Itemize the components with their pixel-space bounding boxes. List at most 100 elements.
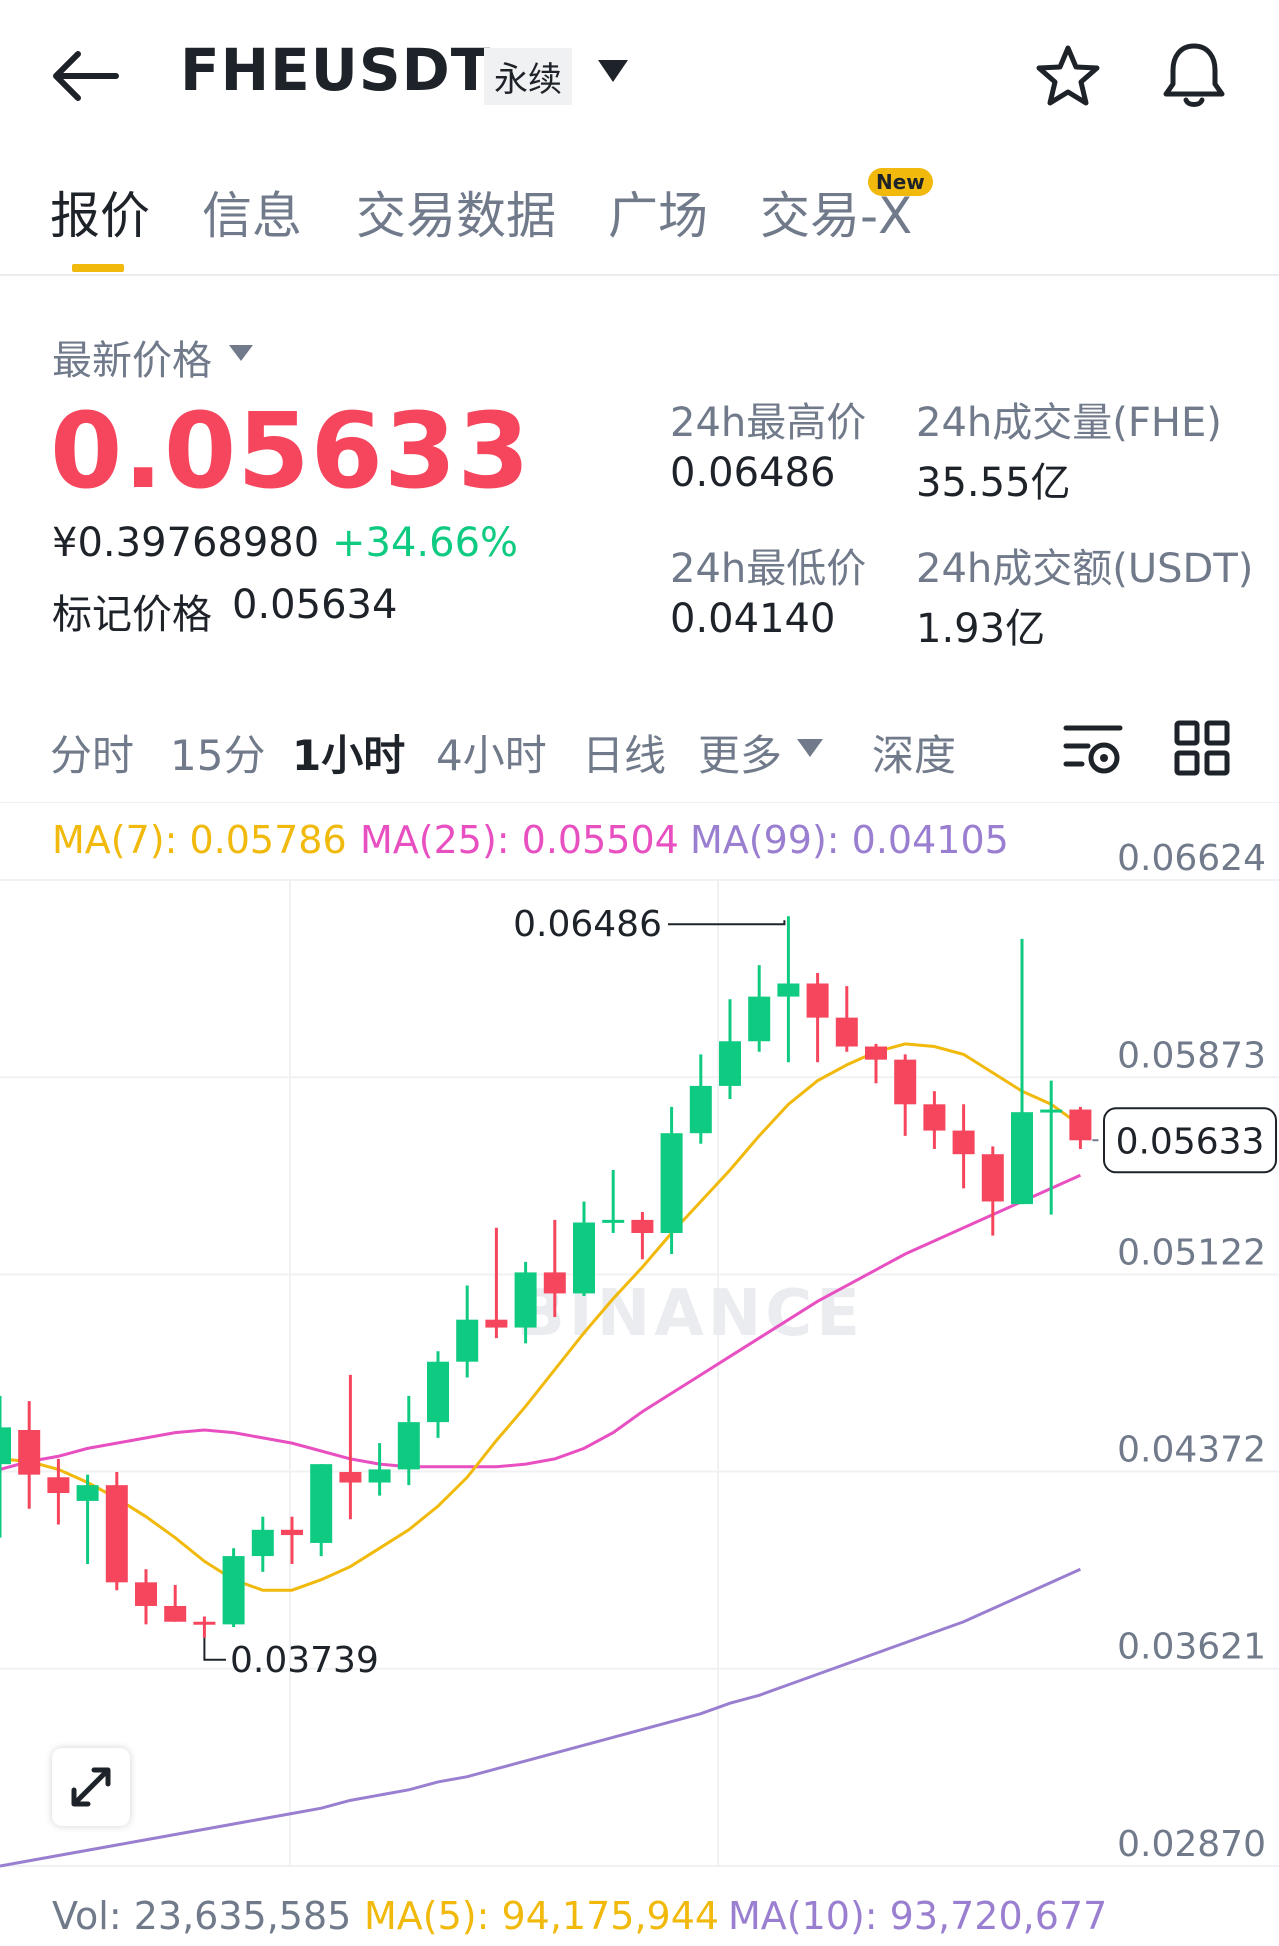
candle-body xyxy=(689,1085,712,1134)
candle-body xyxy=(660,1133,683,1234)
candle-body xyxy=(631,1219,654,1234)
divider xyxy=(0,274,1279,276)
candlestick-chart[interactable]: 0.06624 0.05873 0.05122 0.04372 0.03621 0.028… xyxy=(0,820,1279,1900)
active-tab-indicator xyxy=(72,264,124,272)
new-badge: New xyxy=(868,168,933,196)
ma7-line xyxy=(0,1042,1082,1592)
latest-price-label[interactable]: 最新价格 xyxy=(52,338,212,384)
y-tick-label: 0.05122 xyxy=(1117,1233,1266,1274)
volume-value: Vol: 23,635,585 xyxy=(52,1894,352,1938)
ma25-legend: MA(25): 0.05504 xyxy=(360,818,679,862)
candle-body xyxy=(105,1485,128,1583)
tab-trade-x[interactable]: 交易-X xyxy=(760,187,913,245)
fullscreen-button[interactable] xyxy=(52,1748,130,1826)
candle-body xyxy=(981,1154,1004,1202)
star-icon[interactable] xyxy=(1036,44,1100,108)
candle-body xyxy=(0,1427,11,1465)
candle-body xyxy=(748,996,771,1042)
volume-ma5: MA(5): 94,175,944 xyxy=(364,1894,720,1938)
indicator-settings-icon[interactable] xyxy=(1062,720,1124,778)
high-price-label: 0.06486 xyxy=(513,904,662,945)
mark-price: 0.05634 xyxy=(232,582,398,628)
candle-body xyxy=(777,983,800,997)
low-24h-label: 24h最低价 xyxy=(670,546,867,592)
interval-1d[interactable]: 日线 xyxy=(582,731,667,780)
cny-price: ¥0.39768980 xyxy=(52,520,320,566)
back-arrow-icon[interactable] xyxy=(50,48,120,104)
candle-body xyxy=(894,1059,917,1105)
high-marker-line xyxy=(668,920,786,926)
tab-square[interactable]: 广场 xyxy=(608,187,708,245)
candle-body xyxy=(1040,1109,1063,1113)
ma99-legend: MA(99): 0.04105 xyxy=(690,818,1009,862)
mark-price-label: 标记价格 xyxy=(52,592,212,638)
candle-body xyxy=(427,1361,449,1423)
candle-body xyxy=(514,1272,537,1328)
tab-trading-data[interactable]: 交易数据 xyxy=(356,187,556,245)
candle-body xyxy=(18,1429,41,1475)
high-24h-value: 0.06486 xyxy=(670,450,836,496)
high-24h-label: 24h最高价 xyxy=(670,400,867,446)
interval-more[interactable]: 更多 xyxy=(698,731,783,780)
amount-24h-value: 1.93亿 xyxy=(916,606,1046,652)
low-24h-value: 0.04140 xyxy=(670,596,836,642)
interval-15m[interactable]: 15分 xyxy=(170,731,266,780)
y-tick-label: 0.04372 xyxy=(1117,1429,1266,1470)
candle-body xyxy=(573,1222,595,1294)
latest-price: 0.05633 xyxy=(50,390,531,512)
candle-body xyxy=(222,1556,245,1625)
expand-icon xyxy=(71,1767,111,1807)
interval-depth[interactable]: 深度 xyxy=(872,731,957,780)
candle-body xyxy=(1011,1112,1033,1205)
candle-body xyxy=(485,1319,508,1328)
y-tick-label: 0.02870 xyxy=(1117,1824,1266,1865)
candle-body xyxy=(1069,1109,1092,1141)
contract-type-tag[interactable]: 永续 xyxy=(484,48,572,105)
bell-icon[interactable] xyxy=(1160,40,1228,110)
candle-body xyxy=(76,1485,99,1501)
binance-watermark: BINANCE xyxy=(516,1277,864,1351)
ma25-line xyxy=(0,1173,1082,1471)
low-marker-line xyxy=(203,1637,226,1661)
candle-body xyxy=(719,1041,741,1086)
interval-time-sharing[interactable]: 分时 xyxy=(50,731,135,780)
candle-body xyxy=(193,1621,216,1625)
candle-body xyxy=(397,1422,420,1470)
candle-body xyxy=(164,1605,187,1622)
candle-body xyxy=(135,1582,157,1606)
y-tick-label: 0.06624 xyxy=(1117,838,1266,879)
low-price-label: 0.03739 xyxy=(230,1640,379,1681)
candle-body xyxy=(251,1529,274,1557)
candle-body xyxy=(865,1046,887,1060)
candle-body xyxy=(310,1464,333,1543)
candle-body xyxy=(923,1104,946,1131)
interval-1h[interactable]: 1小时 xyxy=(292,731,406,780)
ma7-legend: MA(7): 0.05786 xyxy=(52,818,347,862)
price-change-percent: +34.66% xyxy=(332,520,519,566)
y-tick-label: 0.05873 xyxy=(1117,1035,1266,1076)
volume-ma10: MA(10): 93,720,677 xyxy=(728,1894,1108,1938)
candle-body xyxy=(456,1319,479,1362)
candle-body xyxy=(543,1272,566,1294)
candle-body xyxy=(806,983,829,1018)
caret-down-icon[interactable] xyxy=(596,58,630,84)
candle-body xyxy=(835,1017,858,1047)
volume-24h-value: 35.55亿 xyxy=(916,460,1071,506)
tab-quote[interactable]: 报价 xyxy=(50,187,150,245)
candle-body xyxy=(281,1529,303,1536)
last-price-label: 0.05633 xyxy=(1116,1121,1265,1162)
candle-body xyxy=(339,1472,362,1483)
candle-body xyxy=(952,1130,975,1155)
caret-down-icon[interactable] xyxy=(796,738,824,758)
caret-down-icon[interactable] xyxy=(228,344,254,362)
last-price-tag xyxy=(1103,1107,1277,1174)
amount-24h-label: 24h成交额(USDT) xyxy=(916,546,1254,592)
symbol-title[interactable]: FHEUSDT xyxy=(180,36,492,104)
divider xyxy=(0,802,1279,803)
layout-grid-icon[interactable] xyxy=(1174,720,1230,776)
volume-24h-label: 24h成交量(FHE) xyxy=(916,400,1222,446)
tab-info[interactable]: 信息 xyxy=(202,187,302,245)
candle-body xyxy=(47,1477,70,1494)
interval-4h[interactable]: 4小时 xyxy=(436,731,547,780)
ma99-line xyxy=(0,1567,1082,1868)
